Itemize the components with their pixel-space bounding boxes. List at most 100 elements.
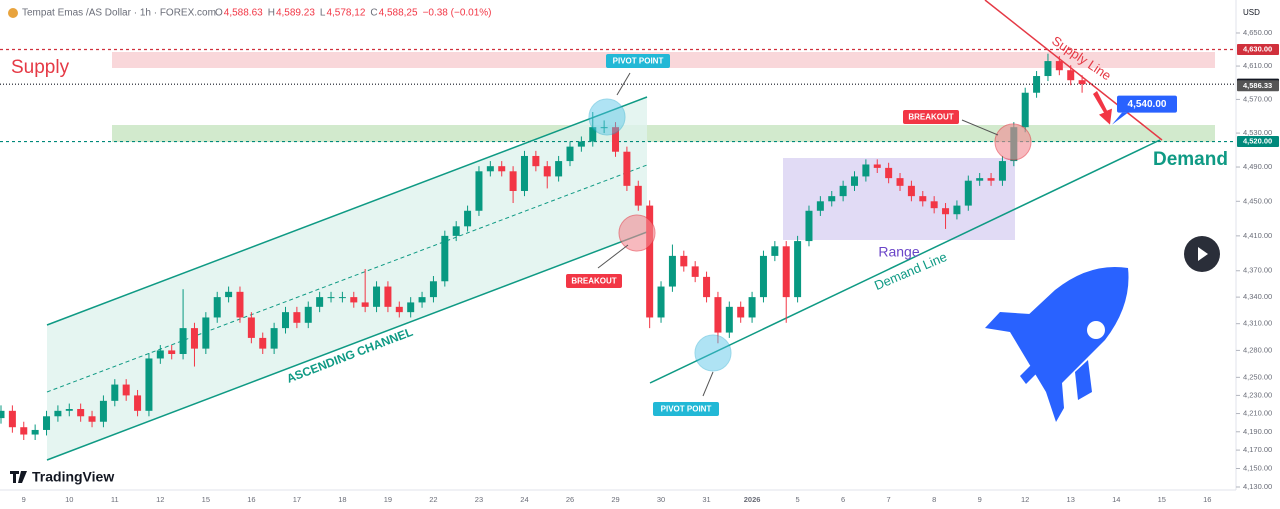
candle-body [361,302,369,307]
pivot-circle [694,334,732,372]
pivot-circle [588,98,626,136]
candle-body [612,127,620,152]
candle-body [1067,70,1075,81]
candle-body [407,302,415,313]
candle-body [122,384,130,396]
candle-body [293,312,301,323]
candle-body [862,164,870,177]
demand-line [649,139,1161,384]
channel-top [46,96,648,326]
x-tick-label: 30 [657,495,665,504]
price-tag-label: 4,586.33 [1243,81,1272,90]
x-tick-label: 8 [932,495,936,504]
demand-label: Demand [1153,149,1228,170]
candle-body [998,161,1006,181]
range-box [783,158,1015,240]
candle-body [703,276,711,298]
breakout-label: BREAKOUT [908,113,953,122]
supply-line [984,0,1163,141]
y-tick-label: 4,130.00 [1243,482,1272,491]
candle-body [714,297,722,333]
candle-body [77,409,85,417]
candle-body [953,205,961,215]
channel-bottom [46,231,648,461]
x-tick-label: 26 [566,495,574,504]
candle-body [0,410,5,419]
x-tick-label: 16 [247,495,255,504]
candle-body [213,297,221,318]
candle-body [475,171,483,211]
x-tick-label: 2026 [744,495,761,504]
candle-body [350,297,358,303]
target-pointer [1112,112,1128,125]
tag-box [903,110,959,124]
candle-body [395,306,403,313]
candle-body [691,266,699,277]
candle-body [759,255,767,298]
y-tick-label: 4,280.00 [1243,345,1272,354]
candle-body [851,176,858,186]
price-tag [1237,80,1279,92]
candle-body [600,127,608,129]
x-tick-label: 10 [65,495,73,504]
pointer [961,119,999,136]
candle-body [327,297,335,299]
candle-body [748,297,756,318]
x-tick-label: 24 [520,495,528,504]
candle-body [418,297,426,303]
x-tick-label: 14 [1112,495,1120,504]
range-label: Range [878,244,919,260]
tag-box [606,54,670,68]
breakout-circle [994,123,1032,161]
demand-zone [112,125,1215,142]
symbol: Tempat Emas /AS Dollar · 1h · FOREX.com [22,8,216,19]
candle-body [657,286,665,318]
candle-body [384,286,392,307]
symbol-icon [8,8,18,18]
ohlc-key: C [370,8,377,19]
price-tag [1237,43,1279,55]
candle-body [8,410,16,428]
candle-body [1055,61,1063,71]
y-tick-label: 4,650.00 [1243,28,1272,37]
y-tick-label: 4,490.00 [1243,162,1272,171]
candle-body [942,208,950,215]
y-tick-label: 4,250.00 [1243,372,1272,381]
candle-body [680,255,688,267]
candle-body [270,328,278,349]
candle-body [930,201,938,209]
x-tick-label: 15 [1158,495,1166,504]
candle-body [259,337,267,349]
y-tick-label: 4,210.00 [1243,409,1272,418]
candle-body [737,306,745,318]
x-tick-label: 29 [611,495,619,504]
candle-body [873,164,881,168]
candle-body [987,178,995,181]
y-tick-label: 4,610.00 [1243,61,1272,70]
candle-body [532,155,540,167]
target-arrow [1093,91,1112,125]
candle-body [828,196,836,202]
candle-body [520,155,528,191]
x-tick-label: 5 [796,495,800,504]
candle-body [202,317,210,349]
candle-body [498,166,506,172]
candle-body [486,166,494,172]
zones [46,0,1215,461]
ohlc-value: 4,589.23 [276,8,315,19]
currency: USD [1243,8,1260,17]
candle-body [99,400,107,422]
candle-body [43,416,51,430]
candle-body [577,141,585,147]
y-tick-label: 4,450.00 [1243,196,1272,205]
x-tick-label: 6 [841,495,845,504]
y-tick-label: 4,340.00 [1243,292,1272,301]
x-tick-label: 7 [887,495,891,504]
pivot-label: PIVOT POINT [661,405,712,414]
x-tick-label: 16 [1203,495,1211,504]
candle-body [509,171,517,191]
x-tick-label: 19 [384,495,392,504]
x-tick-label: 17 [293,495,301,504]
candle-body [805,210,813,242]
candle-body [190,328,198,349]
